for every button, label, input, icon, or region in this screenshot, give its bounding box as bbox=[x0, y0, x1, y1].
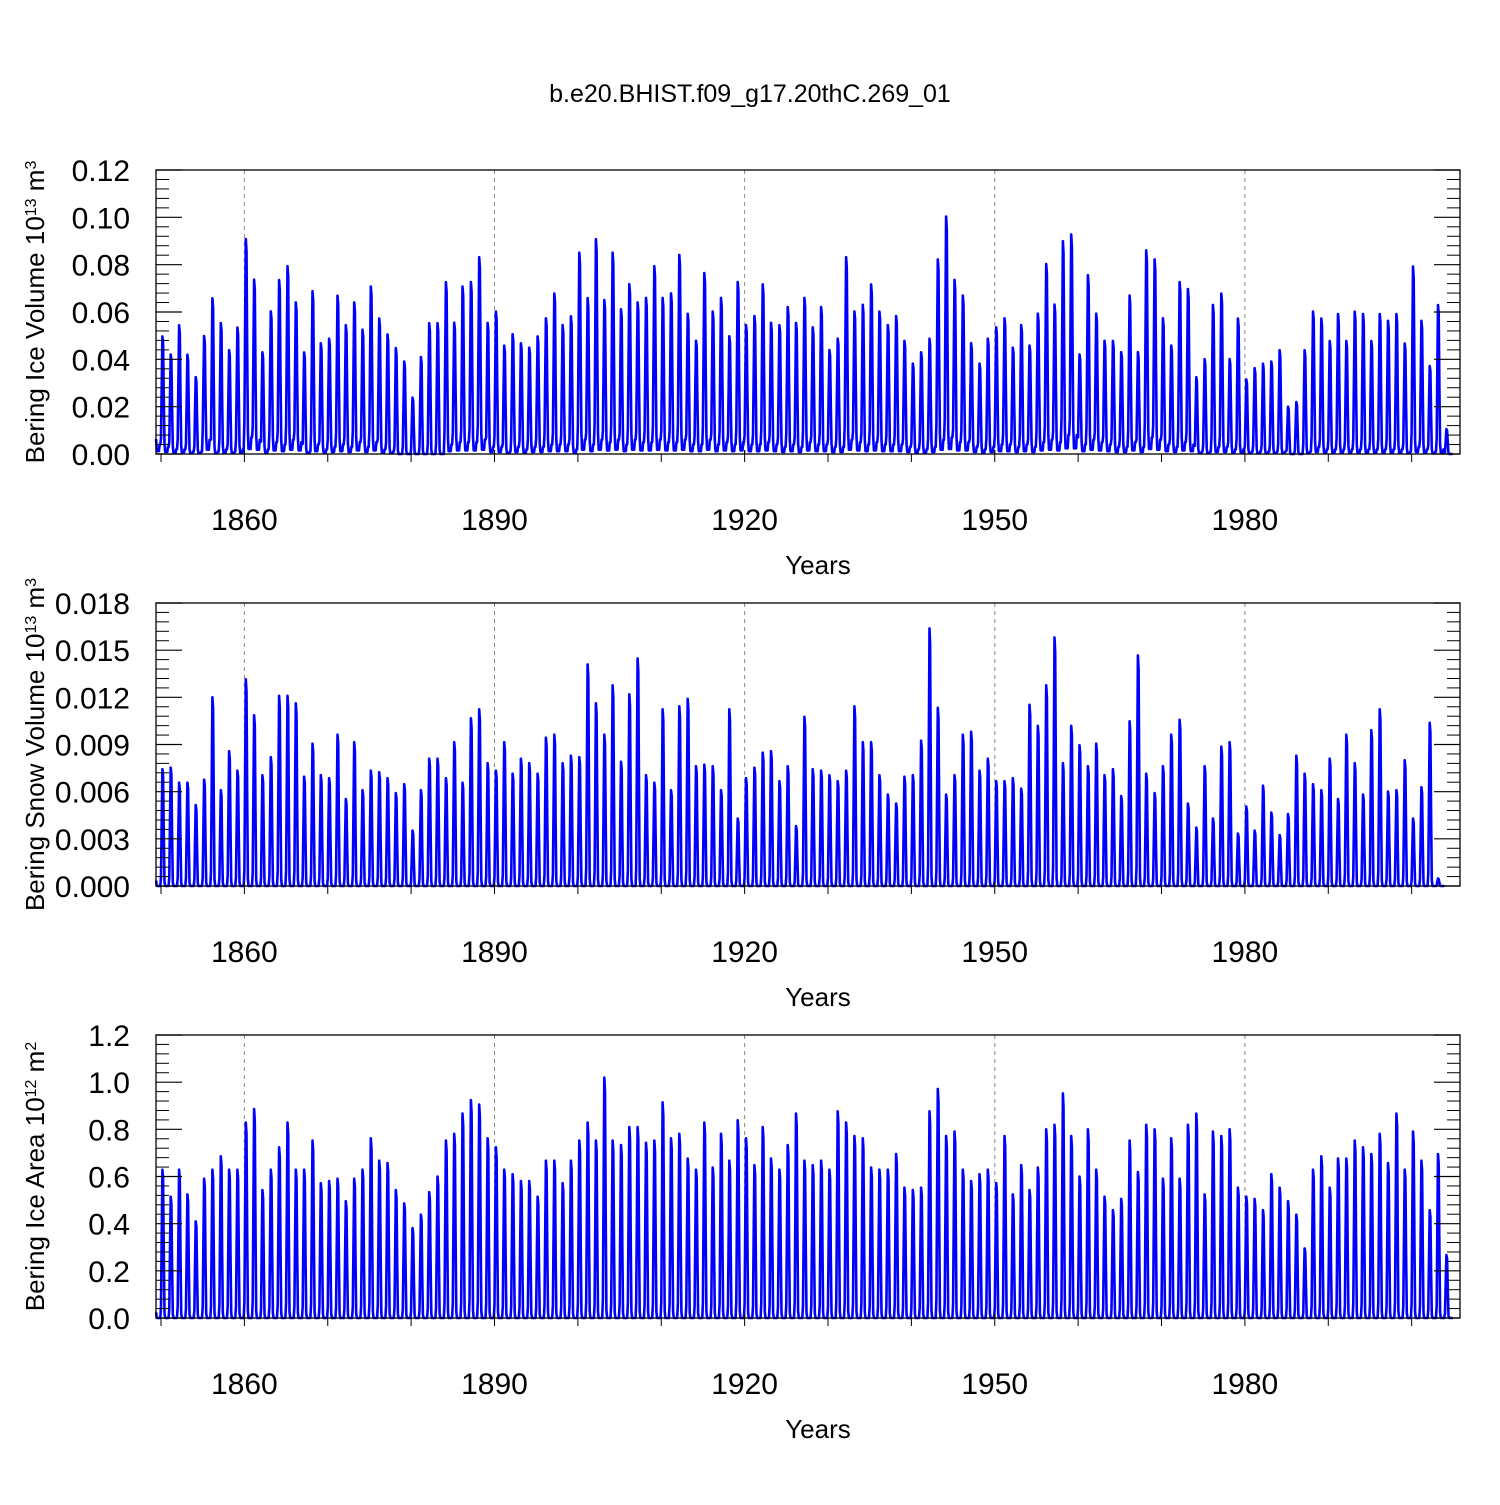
xtick-label: 1950 bbox=[961, 936, 1028, 969]
ytick-label: 0.12 bbox=[72, 155, 130, 188]
xtick-label: 1920 bbox=[711, 936, 778, 969]
ytick-label: 0.000 bbox=[55, 871, 130, 904]
xtick-label: 1980 bbox=[1212, 936, 1279, 969]
xtick-label: 1860 bbox=[211, 1368, 278, 1401]
panel-ice-area: 0.0 0.2 0.4 0.6 0.8 1.0 1.2 1860 1890 1920 1950 198… bbox=[20, 1020, 1461, 1444]
ytick-label: 0.8 bbox=[88, 1114, 130, 1147]
xtick-label: 1860 bbox=[211, 504, 278, 537]
series-line bbox=[154, 627, 1445, 888]
y-axis-label: Bering Ice Volume 1013 m3 bbox=[20, 161, 50, 464]
ytick-label: 0.06 bbox=[72, 297, 130, 330]
xtick-label: 1920 bbox=[711, 504, 778, 537]
ytick-label: 0.10 bbox=[72, 202, 130, 235]
ytick-label: 1.2 bbox=[88, 1020, 130, 1053]
ytick-label: 0.08 bbox=[72, 250, 130, 283]
xtick-label: 1920 bbox=[711, 1368, 778, 1401]
chart-title: b.e20.BHIST.f09_g17.20thC.269_01 bbox=[549, 80, 951, 108]
x-axis-label: Years bbox=[785, 1414, 851, 1444]
series-line bbox=[154, 1076, 1454, 1320]
ytick-label: 0.4 bbox=[88, 1209, 130, 1242]
ytick-label: 0.04 bbox=[72, 344, 130, 377]
ytick-label: 0.02 bbox=[72, 392, 130, 425]
ytick-label: 1.0 bbox=[88, 1067, 130, 1100]
xtick-label: 1980 bbox=[1212, 1368, 1279, 1401]
panel-ice-volume: 0.00 0.02 0.04 0.06 0.08 0.10 0.12 1860 1890 1920… bbox=[20, 155, 1461, 580]
xtick-label: 1890 bbox=[461, 936, 528, 969]
y-axis-label: Bering Snow Volume 1013 m3 bbox=[20, 578, 50, 911]
panel-snow-volume: 0.000 0.003 0.006 0.009 0.012 0.015 0.018 1860 1… bbox=[20, 578, 1461, 1012]
series-line bbox=[154, 215, 1454, 456]
xtick-label: 1890 bbox=[461, 1368, 528, 1401]
ytick-label: 0.00 bbox=[72, 439, 130, 472]
xtick-label: 1980 bbox=[1212, 504, 1279, 537]
ytick-label: 0.6 bbox=[88, 1162, 130, 1195]
xtick-label: 1950 bbox=[961, 504, 1028, 537]
x-axis-label: Years bbox=[785, 550, 851, 580]
ytick-label: 0.018 bbox=[55, 588, 130, 621]
ytick-label: 0.012 bbox=[55, 682, 130, 715]
ytick-label: 0.015 bbox=[55, 635, 130, 668]
ytick-label: 0.003 bbox=[55, 824, 130, 857]
ytick-label: 0.009 bbox=[55, 730, 130, 763]
x-axis-label: Years bbox=[785, 982, 851, 1012]
xtick-label: 1950 bbox=[961, 1368, 1028, 1401]
xtick-label: 1890 bbox=[461, 504, 528, 537]
ytick-label: 0.2 bbox=[88, 1256, 130, 1289]
ytick-label: 0.006 bbox=[55, 777, 130, 810]
xtick-label: 1860 bbox=[211, 936, 278, 969]
y-axis-label: Bering Ice Area 1012 m2 bbox=[20, 1042, 50, 1312]
ytick-label: 0.0 bbox=[88, 1303, 130, 1336]
